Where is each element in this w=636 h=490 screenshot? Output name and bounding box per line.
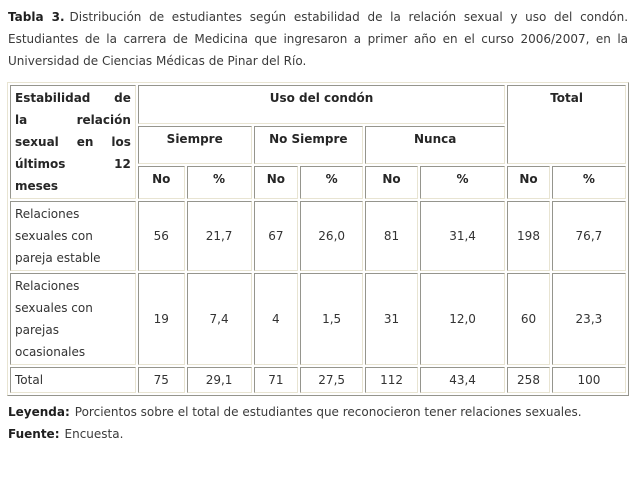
header-row-subgroups: Siempre No Siempre Nunca [10,126,626,164]
unit-header-pct: % [551,165,626,199]
source-note: Fuente: Encuesta. [8,423,628,445]
table-row: Relaciones sexuales con pareja estable 5… [10,201,626,271]
cell-value: 23,3 [551,273,626,365]
legend-label: Leyenda: [8,405,70,419]
cell-value: 1,5 [300,273,364,365]
cell-value: 76,7 [551,201,626,271]
legend-text: Porcientos sobre el total de estudiantes… [74,405,582,419]
cell-value: 26,0 [300,201,364,271]
cell-value: 75 [137,367,185,393]
cell-value: 12,0 [419,273,506,365]
cell-value: 100 [551,367,626,393]
cell-value: 31 [365,273,418,365]
cell-value: 7,4 [186,273,252,365]
stub-header-cell: Estabilidad de la relación sexual en los… [10,85,136,199]
document-page: Tabla 3. Distribución de estudiantes segú… [7,6,629,445]
cell-value: 81 [365,201,418,271]
table-caption-label: Tabla 3. [8,10,65,24]
stub-header-line: últimos 12 [15,157,131,171]
stub-header-line: la relación [15,113,131,127]
row-label: Relaciones sexuales con pareja estable [10,201,136,271]
group-header-total: Total [507,85,626,164]
cell-value: 21,7 [186,201,252,271]
cell-value: 29,1 [186,367,252,393]
row-label: Total [10,367,136,393]
cell-value: 112 [365,367,418,393]
data-table: Estabilidad de la relación sexual en los… [7,82,629,396]
table-row: Relaciones sexuales con parejas ocasiona… [10,273,626,365]
subgroup-header-no-siempre: No Siempre [253,126,364,164]
row-label: Relaciones sexuales con parejas ocasiona… [10,273,136,365]
unit-header-no: No [137,165,185,199]
cell-value: 71 [253,367,299,393]
unit-header-no: No [507,165,550,199]
table-caption-text: Distribución de estudiantes según estabi… [8,10,629,68]
stub-header-line: sexual en los [15,135,131,149]
unit-header-no: No [253,165,299,199]
cell-value: 31,4 [419,201,506,271]
cell-value: 27,5 [300,367,364,393]
stub-header-line: Estabilidad de [15,91,131,105]
source-text: Encuesta. [64,427,124,441]
cell-value: 67 [253,201,299,271]
unit-header-pct: % [186,165,252,199]
legend-note: Leyenda: Porcientos sobre el total de est… [8,401,628,423]
group-header-condom-use: Uso del condón [137,85,506,125]
table-caption: Tabla 3. Distribución de estudiantes segú… [8,6,628,72]
cell-value: 19 [137,273,185,365]
header-row-groups: Estabilidad de la relación sexual en los… [10,85,626,199]
cell-value: 43,4 [419,367,506,393]
header-row-units: No % No % No % No % [10,165,626,199]
unit-header-no: No [365,165,418,199]
stub-header-line: meses [15,179,59,193]
subgroup-header-nunca: Nunca [365,126,506,164]
cell-value: 56 [137,201,185,271]
cell-value: 60 [507,273,550,365]
unit-header-pct: % [419,165,506,199]
subgroup-header-siempre: Siempre [137,126,252,164]
table-row-total: Total 75 29,1 71 27,5 112 43,4 258 100 [10,367,626,393]
unit-header-pct: % [300,165,364,199]
cell-value: 198 [507,201,550,271]
cell-value: 258 [507,367,550,393]
cell-value: 4 [253,273,299,365]
source-label: Fuente: [8,427,60,441]
